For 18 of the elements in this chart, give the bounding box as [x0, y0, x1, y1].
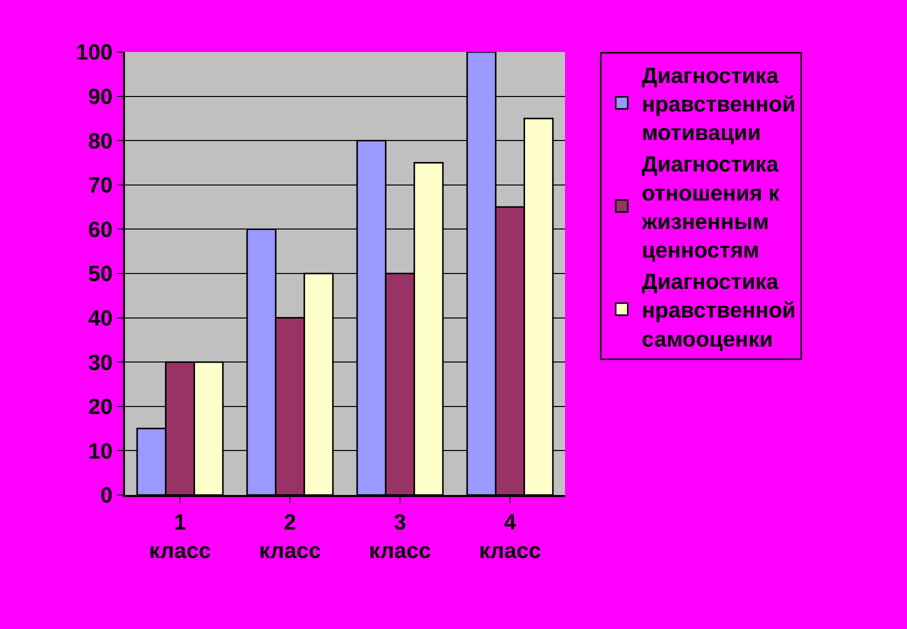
- y-tick-label: 20: [88, 394, 113, 420]
- legend-label: Диагностика отношения к жизненным ценностям: [640, 152, 780, 262]
- y-tick-label: 30: [88, 350, 113, 375]
- x-tick-label: 2 класс: [259, 509, 321, 563]
- x-tick-label: 1 класс: [149, 509, 211, 563]
- y-tick-label: 70: [88, 172, 113, 198]
- y-tick-label: 0: [100, 482, 113, 508]
- y-tick-label: 100: [76, 40, 113, 65]
- x-tick-label: 3 класс: [369, 509, 431, 563]
- y-tick-label: 10: [88, 438, 113, 464]
- y-tick-label: 90: [88, 84, 113, 109]
- legend-label: Диагностика нравственной мотивации: [642, 62, 796, 146]
- legend-label: Диагностика нравственной самооценки: [642, 269, 796, 352]
- y-tick-label: 40: [88, 306, 113, 330]
- y-tick-label: 80: [88, 128, 113, 154]
- x-tick-label: 4 класс: [479, 509, 541, 563]
- y-tick-label: 60: [88, 216, 113, 242]
- y-tick-label: 50: [88, 261, 113, 286]
